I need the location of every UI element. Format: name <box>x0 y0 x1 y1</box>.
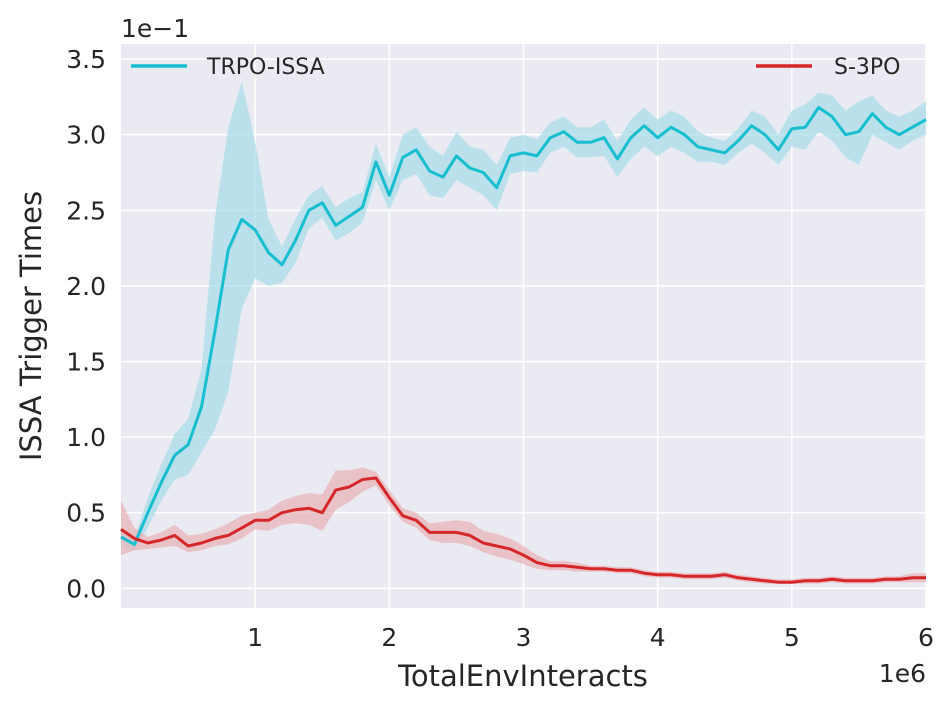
y-tick-label: 0.5 <box>66 499 106 528</box>
x-tick-label: 3 <box>516 623 532 652</box>
y-axis-label: ISSA Trigger Times <box>14 191 48 461</box>
y-tick-labels: 0.0 0.5 1.0 1.5 2.0 2.5 3.0 3.5 <box>66 45 106 603</box>
y-multiplier: 1e−1 <box>121 14 189 43</box>
line-s-3po <box>120 476 926 584</box>
series-lines <box>120 106 927 584</box>
legend-label-s-3po: S-3PO <box>834 55 900 80</box>
x-tick-label: 1 <box>247 623 263 652</box>
y-tick-label: 3.0 <box>66 121 106 150</box>
band-s-3po <box>121 467 926 584</box>
x-axis-label: TotalEnvInteracts <box>397 659 648 693</box>
y-tick-label: 3.5 <box>66 45 106 74</box>
line-trpo-issa <box>120 106 927 546</box>
legend-trpo-issa: TRPO-ISSA <box>131 55 325 80</box>
y-tick-label: 0.0 <box>66 574 106 603</box>
x-tick-label: 4 <box>650 623 666 652</box>
x-tick-labels: 1 2 3 4 5 6 <box>247 623 934 652</box>
band-trpo-issa <box>121 81 926 551</box>
y-tick-label: 2.5 <box>66 196 106 225</box>
legend-s-3po: S-3PO <box>756 55 900 80</box>
y-tick-label: 2.0 <box>66 272 106 301</box>
x-tick-label: 5 <box>784 623 800 652</box>
x-tick-label: 6 <box>918 623 934 652</box>
y-tick-label: 1.5 <box>66 348 106 377</box>
y-tick-label: 1.0 <box>66 423 106 452</box>
x-tick-label: 2 <box>381 623 397 652</box>
x-multiplier: 1e6 <box>879 659 926 688</box>
legend-label-trpo-issa: TRPO-ISSA <box>206 55 325 80</box>
confidence-bands <box>121 81 926 584</box>
